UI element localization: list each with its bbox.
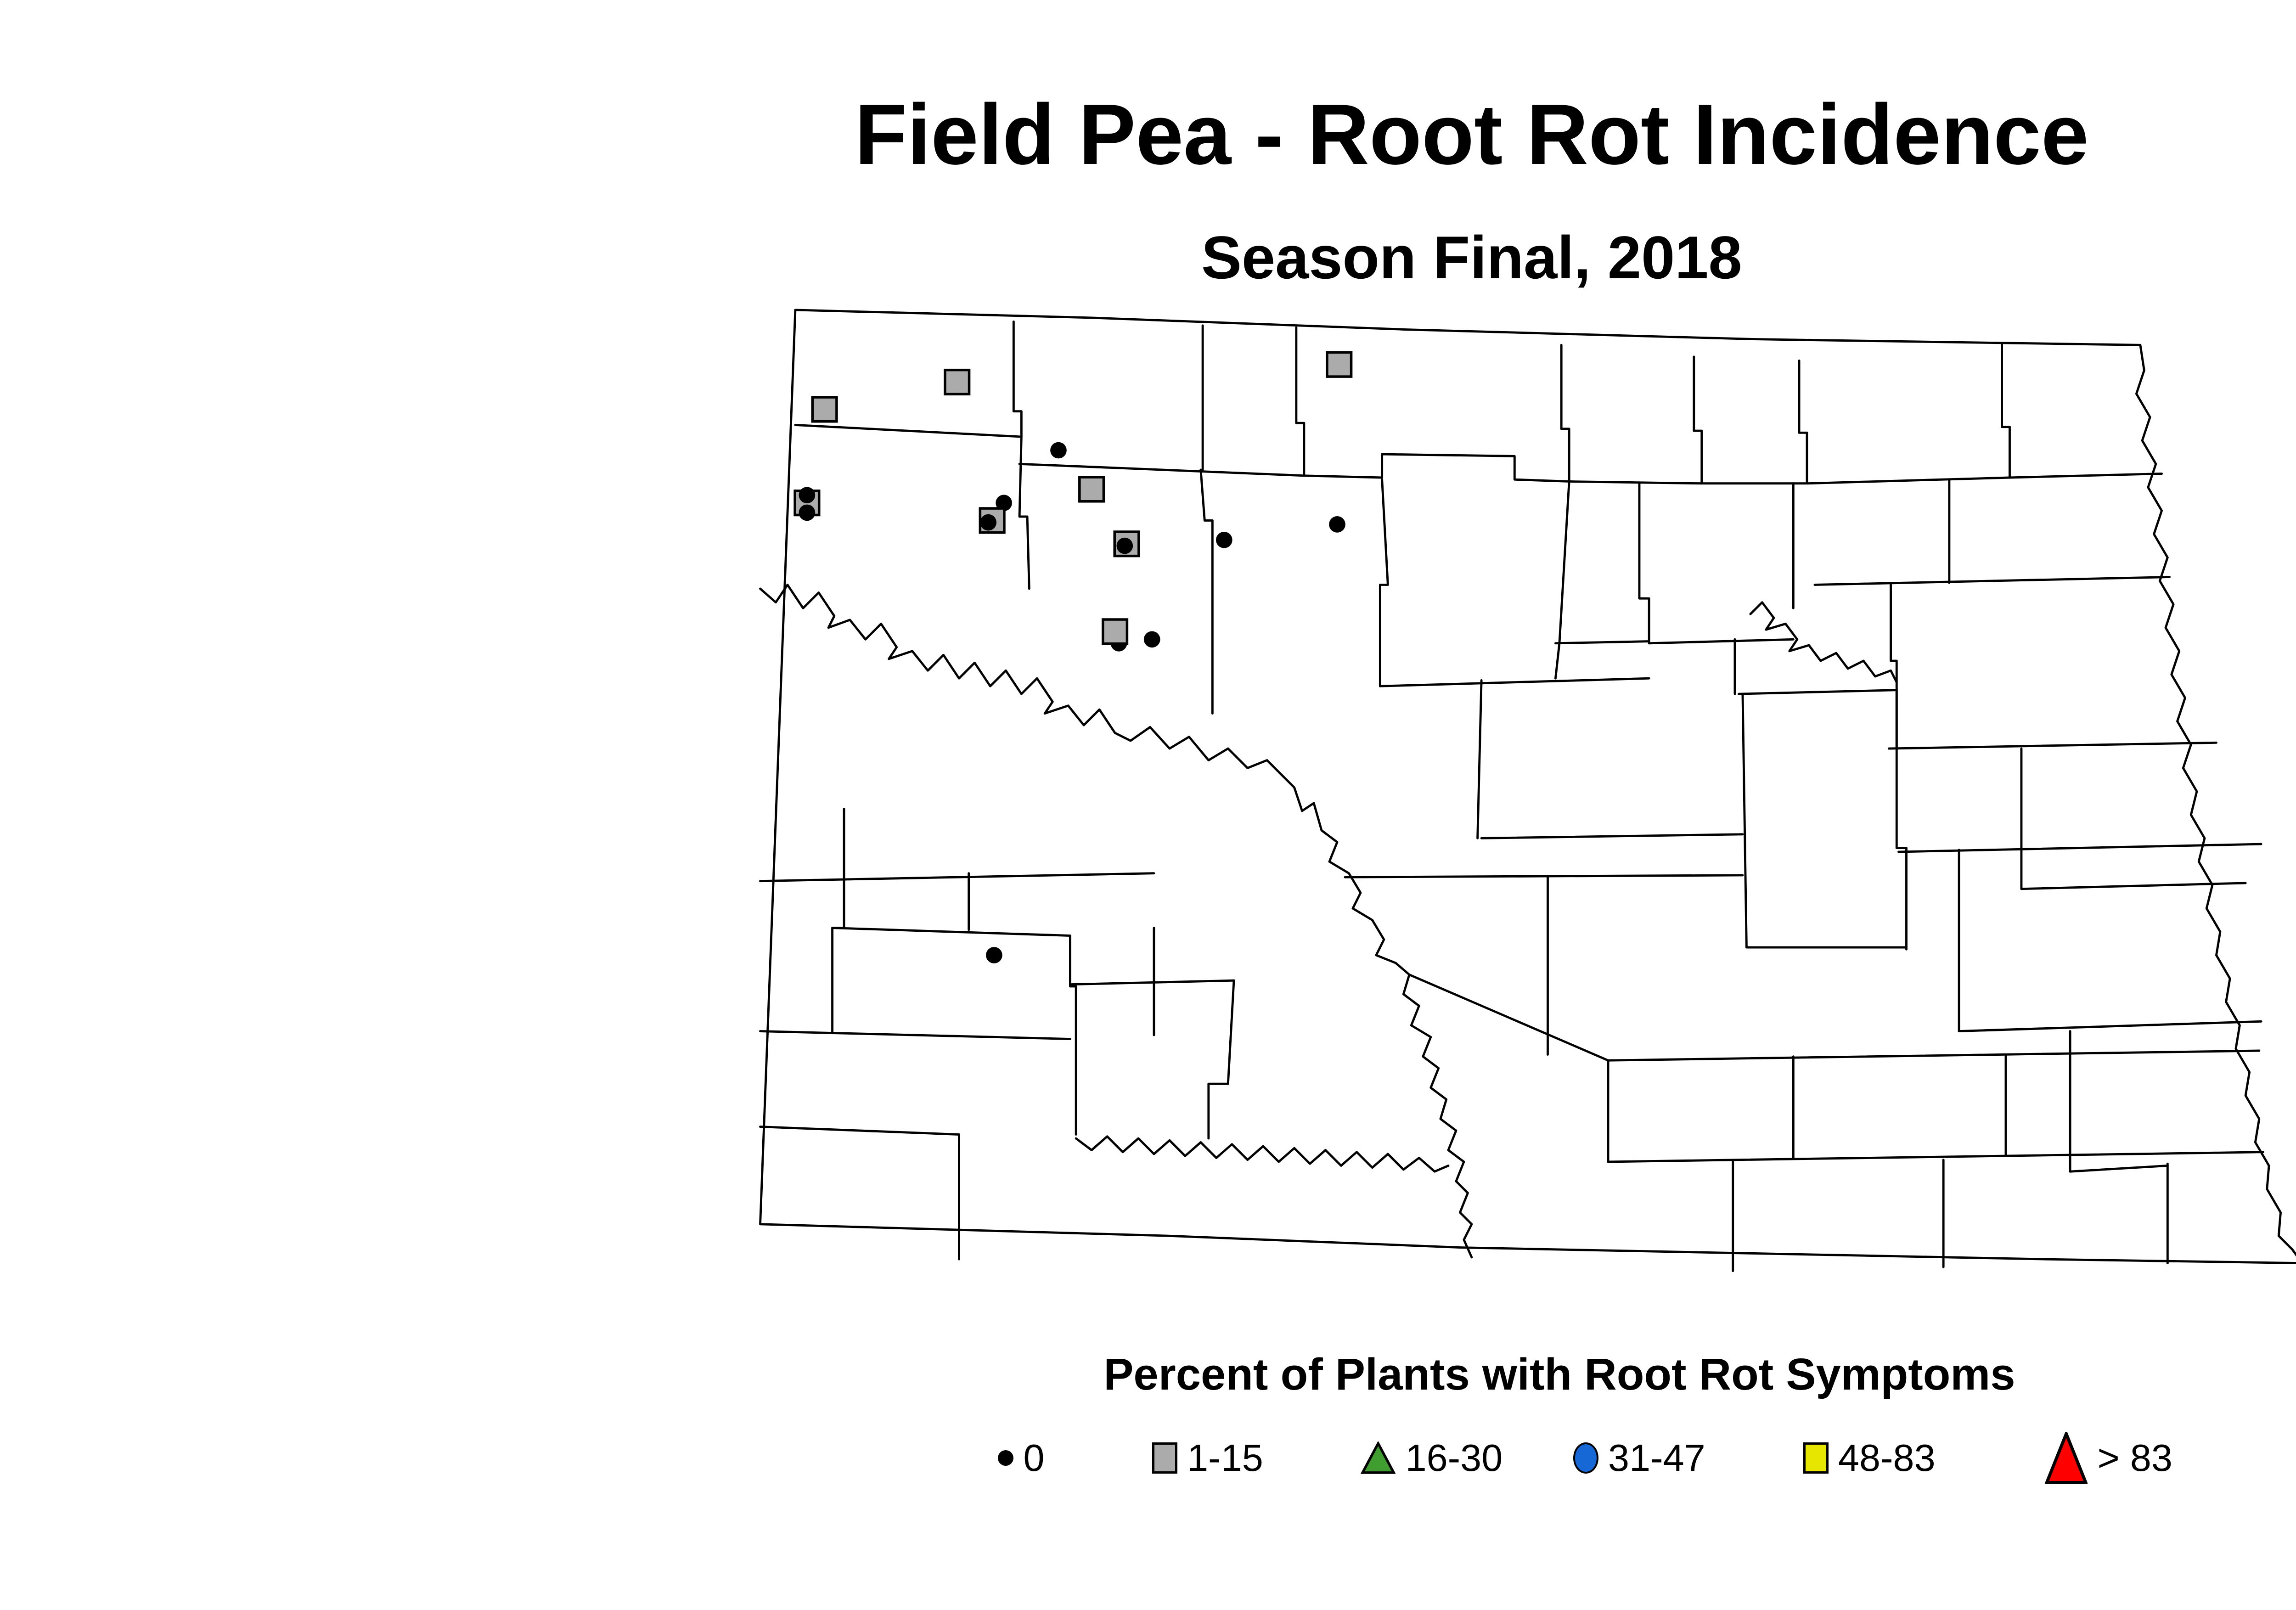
marker-dot-0: [1216, 532, 1232, 548]
legend: 0 1-15 16-30 31-47 48-83 > 83: [0, 1419, 2296, 1497]
legend-item-115: 1-15: [1152, 1419, 1263, 1497]
marker-dot-0: [986, 947, 1002, 963]
legend-symbol-triangle-icon: [1360, 1441, 1396, 1474]
legend-symbol-triangle-icon: [2044, 1431, 2088, 1484]
marker-dot-0: [1116, 537, 1133, 554]
legend-item-83: > 83: [2044, 1419, 2172, 1497]
marker-dot-0: [996, 495, 1012, 512]
legend-label: 31-47: [1608, 1436, 1705, 1480]
legend-item-1630: 16-30: [1360, 1419, 1503, 1497]
marker-square-1-15: [1102, 618, 1129, 645]
marker-dot-0: [799, 487, 816, 504]
legend-label: > 83: [2097, 1436, 2172, 1480]
legend-label: 48-83: [1838, 1436, 1936, 1480]
legend-item-0: 0: [998, 1419, 1045, 1497]
marker-square-1-15: [811, 396, 838, 423]
map-markers: [793, 351, 1353, 963]
legend-symbol-square-icon: [1803, 1442, 1829, 1474]
legend-symbol-dot-icon: [998, 1450, 1014, 1466]
county-boundaries: [759, 309, 2296, 1272]
marker-dot-0: [1329, 516, 1345, 533]
marker-square-1-15: [944, 368, 971, 396]
marker-dot-0: [1050, 442, 1067, 459]
marker-dot-0: [1143, 631, 1160, 648]
legend-symbol-circle-icon: [1573, 1442, 1598, 1474]
legend-item-3147: 31-47: [1573, 1419, 1705, 1497]
legend-label: 1-15: [1187, 1436, 1263, 1480]
header: Field Pea - Root Rot Incidence Season Fi…: [0, 86, 2296, 292]
legend-item-4883: 48-83: [1803, 1419, 1936, 1497]
marker-square-1-15: [1326, 351, 1353, 378]
legend-symbol-square-icon: [1152, 1442, 1177, 1474]
legend-label: 0: [1023, 1436, 1045, 1480]
marker-dot-0: [799, 504, 816, 521]
marker-dot-0: [980, 514, 996, 531]
legend-label: 16-30: [1405, 1436, 1503, 1480]
page-title: Field Pea - Root Rot Incidence: [855, 86, 2089, 183]
marker-square-1-15: [1078, 476, 1105, 503]
legend-title: Percent of Plants with Root Rot Symptoms: [1103, 1349, 2015, 1400]
page-subtitle: Season Final, 2018: [1201, 223, 1742, 291]
